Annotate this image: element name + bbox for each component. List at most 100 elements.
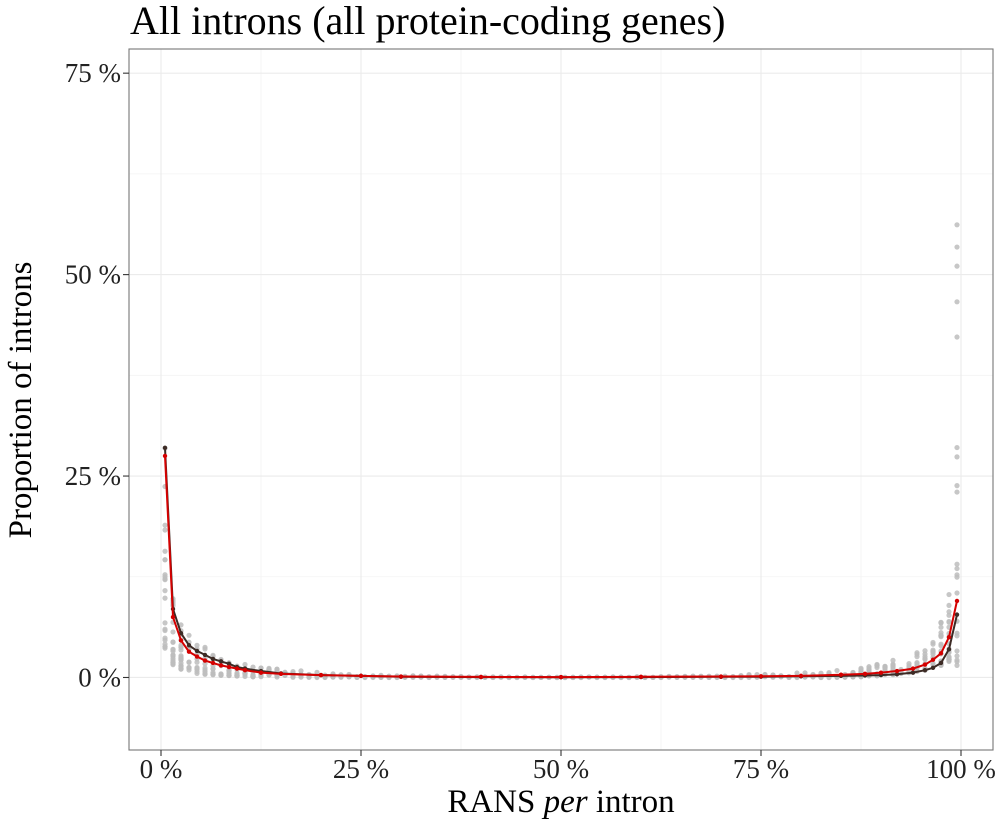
background-point (954, 590, 960, 596)
background-point (938, 633, 944, 639)
y-tick-label: 0 % (78, 662, 121, 692)
background-point (930, 649, 936, 655)
background-point (266, 666, 272, 672)
series-point (218, 663, 224, 668)
background-point (194, 668, 200, 675)
background-point (194, 659, 200, 665)
background-point (226, 670, 232, 676)
series-point (258, 670, 264, 675)
chart-title: All introns (all protein-coding genes) (130, 0, 725, 43)
series-point (186, 643, 192, 648)
series-point (638, 674, 644, 680)
series-point (894, 668, 900, 674)
series-point (946, 647, 952, 652)
series-point (954, 598, 960, 604)
series-point (954, 612, 960, 617)
x-tick-label: 0 % (140, 754, 183, 784)
series-point (186, 649, 192, 654)
series-point (358, 673, 364, 679)
series-point (218, 659, 224, 664)
x-axis-title-italic: per (542, 784, 588, 820)
series-point (922, 662, 928, 667)
grid-lines (129, 49, 993, 750)
background-point (866, 666, 872, 673)
series-point (210, 656, 216, 662)
series-point (202, 658, 208, 663)
series-point (718, 674, 724, 679)
background-point (298, 674, 304, 680)
background-point (210, 671, 216, 677)
y-axis-title: Proportion of introns (3, 262, 39, 539)
series-point (162, 445, 168, 451)
background-point (202, 661, 208, 667)
background-point (242, 661, 248, 668)
series-point (242, 668, 248, 673)
background-point (954, 334, 960, 340)
series-point (162, 453, 168, 459)
background-point (890, 657, 896, 663)
series-point (922, 668, 928, 673)
series-point (798, 673, 804, 679)
background-point (170, 652, 176, 658)
x-axis-title-main: RANS (447, 784, 535, 820)
background-point (938, 641, 944, 647)
background-point (858, 668, 864, 674)
background-point (954, 648, 960, 654)
background-point (178, 644, 184, 650)
background-point (178, 660, 184, 666)
background-point (954, 662, 960, 668)
background-point (890, 662, 896, 668)
background-point (938, 619, 944, 625)
x-axis-title: RANS per intron (447, 784, 674, 820)
background-point (922, 648, 928, 654)
series-point (758, 674, 764, 679)
background-point (946, 619, 952, 625)
series-point (318, 672, 324, 678)
background-point (162, 548, 168, 554)
series-point (234, 666, 240, 671)
background-point (162, 557, 168, 563)
background-point (874, 661, 880, 668)
x-tick-label: 50 % (533, 754, 589, 784)
series-point (862, 671, 868, 677)
series-point (226, 664, 232, 670)
background-point (162, 588, 168, 594)
background-point (162, 595, 168, 601)
series-point (202, 652, 208, 658)
background-point (202, 671, 208, 677)
background-point (954, 653, 960, 659)
series-point (478, 674, 484, 680)
x-axis-title-rest: intron (596, 784, 675, 820)
series-point (946, 634, 952, 640)
y-tick-label: 50 % (65, 260, 121, 290)
background-point (954, 565, 960, 572)
x-axis-ticks: 0 % 25 % 50 % 75 % 100 % (140, 750, 996, 784)
x-tick-label: 25 % (333, 754, 389, 784)
background-point (802, 670, 808, 676)
series-point (170, 614, 176, 620)
background-point (834, 667, 840, 674)
background-point (186, 664, 192, 671)
series-point (226, 661, 232, 666)
background-point (202, 665, 208, 671)
background-point (954, 572, 960, 578)
series-point (930, 665, 936, 671)
background-point (202, 644, 208, 650)
background-point (178, 666, 184, 672)
background-point (162, 577, 168, 583)
series-point (930, 657, 936, 662)
background-point (946, 602, 952, 609)
series-point (878, 670, 884, 675)
background-point (930, 641, 936, 647)
background-point (186, 632, 192, 638)
y-tick-label: 75 % (65, 58, 121, 88)
background-point (922, 654, 928, 660)
background-point (210, 666, 216, 672)
background-point (170, 639, 176, 645)
background-point (794, 670, 800, 676)
background-point (946, 609, 952, 615)
background-point (954, 444, 960, 451)
series-point (910, 666, 916, 671)
